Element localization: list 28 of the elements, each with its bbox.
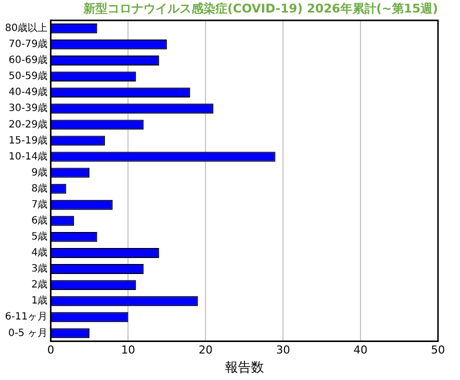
y-tick-label: 5歳: [31, 230, 48, 243]
y-tick-label: 40-49歳: [8, 86, 48, 98]
y-tick-label: 3歳: [31, 262, 48, 275]
y-tick-label: 10-14歳: [8, 150, 48, 162]
y-tick-label: 0-5 ヶ月: [8, 328, 48, 339]
y-tick-label: 6-11ヶ月: [5, 312, 48, 323]
y-tick-label: 2歳: [31, 278, 48, 291]
y-tick-label: 1歳: [31, 294, 48, 307]
chart-title: 新型コロナウイルス感染症(COVID-19) 2026年累計(~第15週): [82, 1, 438, 16]
x-tick-label: 50: [431, 344, 445, 357]
y-tick-label: 4歳: [31, 246, 48, 259]
y-tick-label: 70-79歳: [8, 38, 48, 50]
y-tick-label: 8歳: [31, 182, 48, 194]
y-tick-label: 30-39歳: [8, 102, 48, 114]
x-tick-label: 20: [198, 344, 213, 357]
y-tick-label: 60-69歳: [8, 54, 48, 66]
y-tick-label: 20-29歳: [8, 118, 48, 130]
y-tick-label: 9歳: [31, 166, 48, 178]
y-tick-label: 50-59歳: [8, 70, 48, 82]
y-tick-label: 6歳: [31, 214, 48, 226]
y-tick-label: 7歳: [31, 198, 48, 210]
y-tick-label: 80歳以上: [4, 22, 48, 34]
x-tick-label: 0: [47, 344, 54, 357]
x-axis-title: 報告数: [224, 360, 264, 376]
x-tick-label: 30: [276, 344, 290, 357]
x-tick-label: 40: [354, 344, 368, 357]
y-tick-label: 15-19歳: [8, 134, 48, 146]
x-tick-label: 10: [121, 344, 136, 357]
